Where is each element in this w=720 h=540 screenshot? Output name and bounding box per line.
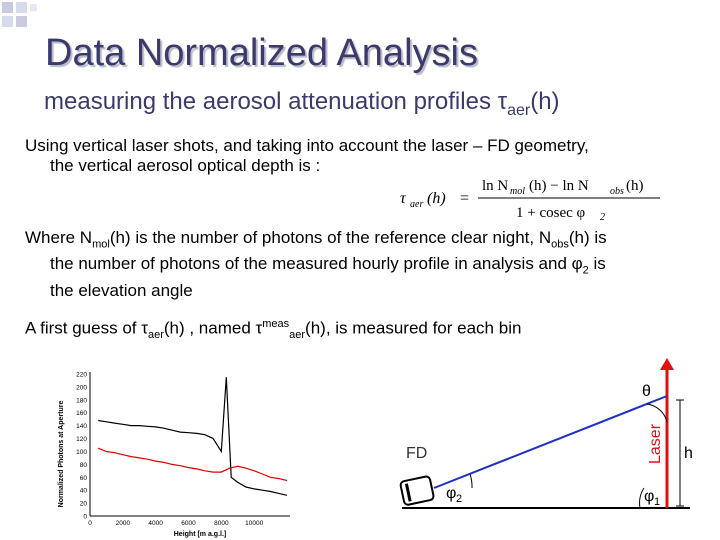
guess-sub-1: aer — [147, 329, 164, 342]
formula-denominator: 1 + cosec φ — [516, 205, 586, 221]
where-line-1: Where Nmol(h) is the number of photons o… — [25, 228, 715, 254]
where-sub-2: 2 — [582, 264, 589, 277]
guess-tau-1: τ — [141, 318, 148, 338]
theta-arc — [646, 403, 668, 423]
photon-profile-chart: Normalized Photons at Aperture Height [m… — [58, 372, 290, 538]
corner-decoration — [2, 2, 37, 27]
x-tick-label: 0 — [88, 520, 92, 527]
paragraph-intro: Using vertical laser shots, and taking i… — [25, 136, 715, 176]
where-sub-mol: mol — [92, 238, 110, 251]
where-text-d: the number of photons of the measured ho… — [50, 254, 583, 274]
phi2-symbol: φ — [446, 485, 456, 502]
phi2-subscript: 2 — [456, 493, 462, 505]
guess-tau-2: τ — [255, 318, 263, 338]
formula-equals: = — [460, 190, 469, 207]
chart-ylabel: Normalized Photons at Aperture — [58, 401, 65, 508]
y-tick-label: 200 — [76, 384, 87, 391]
where-line-2: the number of photons of the measured ho… — [25, 254, 715, 280]
subtitle-prefix: measuring the aerosol attenuation profil… — [44, 88, 498, 115]
intro-line-1: Using vertical laser shots, and taking i… — [25, 136, 589, 155]
guess-text-c: (h), is measured for each bin — [305, 318, 522, 338]
formula-tau-sub: aer — [410, 199, 423, 210]
formula-tau: τ — [400, 190, 407, 207]
y-tick-label: 0 — [83, 514, 87, 521]
theta-label: θ — [642, 383, 651, 400]
subtitle-suffix: (h) — [530, 88, 560, 115]
series-line-1 — [97, 447, 288, 482]
where-text-c: (h) is — [568, 228, 607, 247]
formula-num-sub2: obs — [610, 186, 624, 197]
laser-fd-geometry-diagram: θ Laser FD h φ 2 φ 1 — [399, 358, 693, 509]
y-tick-label: 60 — [80, 475, 88, 482]
intro-line-2: the vertical aerosol optical depth is : — [50, 156, 321, 175]
x-tick-label: 2000 — [116, 520, 131, 527]
tau-subscript: aer — [507, 101, 531, 119]
h-label: h — [684, 445, 693, 462]
phi2-arc — [469, 473, 473, 489]
y-tick-label: 100 — [76, 449, 87, 456]
y-tick-label: 180 — [76, 397, 87, 404]
chart-series — [97, 377, 288, 496]
where-sub-obs: obs — [551, 238, 569, 251]
phi1-subscript: 1 — [654, 496, 660, 508]
formula-den-sub: 2 — [600, 212, 605, 222]
x-tick-label: 10000 — [245, 520, 263, 527]
laser-arrowhead — [660, 358, 674, 370]
formula-num-arg1: (h) − ln N — [529, 178, 589, 194]
where-text-e: is — [588, 254, 606, 274]
fd-telescope-icon — [399, 475, 435, 506]
x-tick-labels: 0 2000 4000 6000 8000 10000 — [88, 520, 263, 527]
where-text-a: Where N — [25, 228, 93, 247]
y-tick-label: 140 — [76, 423, 87, 430]
x-tick-label: 6000 — [181, 520, 196, 527]
tau-symbol: τ — [497, 88, 508, 115]
fd-view-line — [433, 395, 668, 489]
formula-num-sub1: mol — [510, 186, 525, 197]
guess-text-a: A first guess of — [25, 318, 142, 338]
series-line-0 — [98, 377, 288, 496]
slide-subtitle: measuring the aerosol attenuation profil… — [44, 88, 560, 120]
x-tick-label: 8000 — [214, 520, 229, 527]
guess-text-b: (h) , named — [163, 318, 256, 338]
y-tick-label: 120 — [76, 436, 87, 443]
y-tick-label: 160 — [76, 410, 87, 417]
formula-lhs-arg: (h) — [427, 190, 446, 207]
paragraph-first-guess: A first guess of τaer(h) , named τmeasae… — [25, 314, 715, 345]
phi1-arc — [639, 487, 645, 509]
y-tick-label: 20 — [80, 501, 88, 508]
slide-title: Data Normalized Analysis — [45, 32, 478, 74]
y-tick-labels: 0 20 40 60 80 100 120 140 160 180 200 220 — [76, 372, 87, 521]
where-text-b: (h) is the number of photons of the refe… — [109, 228, 552, 247]
where-line-3: the elevation angle — [50, 280, 193, 300]
chart-xlabel: Height [m a.g.l.] — [174, 531, 227, 538]
phi1-symbol: φ — [644, 488, 654, 505]
formula-num-ln1: ln N — [482, 178, 508, 194]
fd-label: FD — [406, 445, 427, 462]
y-tick-label: 80 — [80, 462, 88, 469]
guess-sub-2: aer — [289, 329, 306, 342]
x-tick-label: 4000 — [148, 520, 163, 527]
y-tick-label: 220 — [76, 372, 87, 379]
formula-num-arg2: (h) — [626, 178, 644, 194]
optical-depth-formula: τ aer (h) = ln N mol (h) − ln N obs (h) … — [400, 178, 660, 222]
paragraph-where: Where Nmol(h) is the number of photons o… — [25, 228, 715, 301]
guess-sup-meas: meas — [262, 318, 290, 330]
y-tick-label: 40 — [80, 488, 88, 495]
laser-label: Laser — [647, 423, 664, 464]
